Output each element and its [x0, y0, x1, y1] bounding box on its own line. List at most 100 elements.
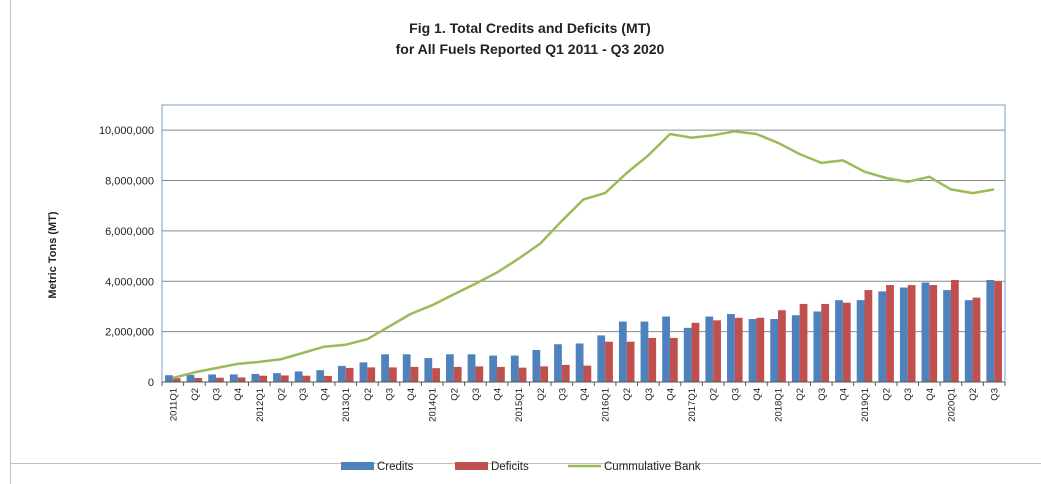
bar-deficits — [519, 368, 527, 382]
bar-credits — [641, 322, 649, 382]
x-tick-label: Q4 — [925, 388, 936, 401]
x-tick-label: Q4 — [406, 388, 417, 401]
bar-credits — [187, 375, 195, 382]
x-tick-label: Q4 — [493, 388, 504, 401]
legend: Credits Deficits Cummulative Bank — [341, 461, 701, 473]
bar-credits — [684, 328, 692, 382]
bar-deficits — [259, 376, 267, 382]
x-tick-label: Q2 — [709, 388, 720, 401]
bar-deficits — [843, 303, 851, 382]
bar-credits — [986, 280, 994, 382]
x-tick-label: Q3 — [903, 388, 914, 401]
x-tick-label: 2012Q1 — [255, 388, 266, 422]
x-tick-label: 2017Q1 — [687, 388, 698, 422]
chart-title-line-2: for All Fuels Reported Q1 2011 - Q3 2020 — [396, 41, 665, 57]
x-tick-label: 2018Q1 — [774, 388, 785, 422]
bar-credits — [900, 288, 908, 382]
bar-credits — [727, 314, 735, 382]
x-tick-label: Q2 — [795, 388, 806, 401]
x-tick-label: 2013Q1 — [341, 388, 352, 422]
bar-deficits — [865, 290, 873, 382]
bar-credits — [749, 319, 757, 382]
bar-deficits — [367, 367, 375, 382]
x-tick-label: 2014Q1 — [428, 388, 439, 422]
legend-swatch-deficits — [455, 462, 488, 470]
bar-credits — [597, 335, 605, 382]
bar-deficits — [605, 342, 613, 382]
bar-deficits — [648, 338, 656, 382]
bar-credits — [424, 358, 432, 382]
bar-deficits — [216, 378, 224, 382]
x-tick-label: Q2 — [882, 388, 893, 401]
bar-deficits — [800, 304, 808, 382]
bar-credits — [619, 322, 627, 382]
x-tick-label: 2011Q1 — [168, 388, 179, 421]
bar-deficits — [886, 285, 894, 382]
bar-deficits — [756, 318, 764, 382]
x-tick-label: 2020Q1 — [947, 388, 958, 422]
chart-title-line-1: Fig 1. Total Credits and Deficits (MT) — [409, 20, 651, 36]
x-tick-label: Q3 — [730, 388, 741, 401]
x-tick-label: Q3 — [990, 388, 1001, 401]
y-tick-label: 10,000,000 — [99, 125, 154, 137]
x-tick-label: 2015Q1 — [514, 388, 525, 422]
x-tick-label: Q2 — [363, 388, 374, 401]
bar-credits — [381, 354, 389, 382]
bar-deficits — [194, 378, 202, 382]
bar-credits — [943, 290, 951, 382]
bar-deficits — [735, 318, 743, 382]
bar-credits — [662, 317, 670, 382]
bar-credits — [922, 283, 930, 382]
bar-credits — [792, 315, 800, 382]
bar-series — [165, 280, 1002, 382]
bar-credits — [705, 317, 713, 382]
bar-deficits — [432, 368, 440, 382]
bar-credits — [165, 375, 173, 382]
bar-deficits — [951, 280, 959, 382]
x-tick-label: Q4 — [579, 388, 590, 401]
bar-credits — [813, 311, 821, 382]
x-tick-label: Q4 — [320, 388, 331, 401]
bar-credits — [403, 354, 411, 382]
bar-deficits — [973, 298, 981, 382]
bar-deficits — [475, 366, 483, 382]
bar-deficits — [627, 342, 635, 382]
bar-credits — [208, 374, 216, 382]
y-tick-label: 4,000,000 — [105, 276, 154, 288]
bar-deficits — [389, 367, 397, 382]
bar-credits — [446, 354, 454, 382]
bar-deficits — [778, 310, 786, 382]
x-tick-label: Q3 — [557, 388, 568, 401]
bar-deficits — [692, 323, 700, 382]
bar-credits — [554, 344, 562, 382]
bar-deficits — [929, 285, 937, 382]
bar-deficits — [562, 365, 570, 382]
y-tick-label: 6,000,000 — [105, 226, 154, 238]
bar-deficits — [454, 367, 462, 382]
bar-deficits — [497, 367, 505, 382]
x-tick-label: Q4 — [752, 388, 763, 401]
bar-credits — [576, 343, 584, 382]
bar-credits — [835, 300, 843, 382]
bar-deficits — [670, 338, 678, 382]
x-tick-label: Q3 — [385, 388, 396, 401]
y-tick-label: 0 — [148, 377, 154, 389]
bar-deficits — [303, 376, 311, 382]
legend-label-credits: Credits — [377, 461, 414, 473]
bar-deficits — [821, 304, 829, 382]
x-tick-label: Q2 — [622, 388, 633, 401]
x-tick-label: Q3 — [644, 388, 655, 401]
bar-credits — [857, 300, 865, 382]
legend-swatch-credits — [341, 462, 374, 470]
bar-deficits — [238, 377, 246, 382]
x-tick-label: Q4 — [838, 388, 849, 401]
x-tick-label: Q3 — [817, 388, 828, 401]
bar-deficits — [584, 366, 592, 382]
bar-deficits — [324, 376, 332, 382]
x-tick-label: 2016Q1 — [601, 388, 612, 422]
bar-credits — [338, 366, 346, 382]
x-tick-label: Q3 — [471, 388, 482, 401]
bar-deficits — [908, 285, 916, 382]
x-tick-label: Q2 — [190, 388, 201, 401]
